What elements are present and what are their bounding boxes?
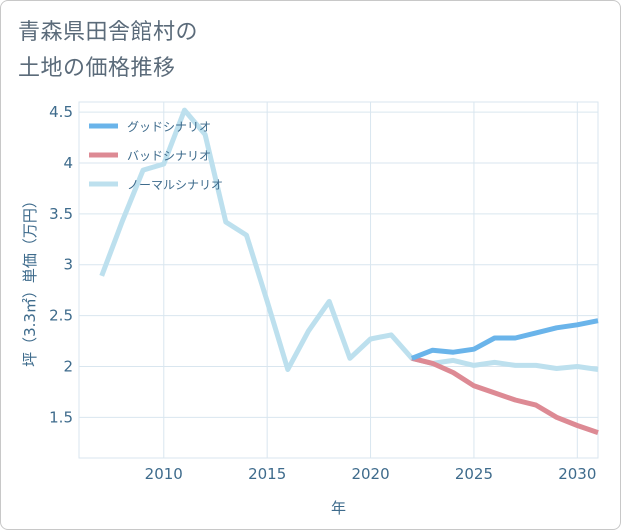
x-tick-label: 2015 — [248, 465, 286, 483]
legend-item-bad-label: バッドシナリオ — [127, 149, 211, 163]
x-tick-label: 2025 — [455, 465, 493, 483]
plot-area-border — [78, 101, 599, 459]
normal-scenario-line — [99, 107, 599, 372]
chart-title-line-2: 土地の価格推移 — [18, 56, 176, 81]
legend-item-good-label: グッドシナリオ — [127, 120, 211, 134]
series-lines — [99, 107, 599, 435]
y-tick-label: 4.5 — [49, 103, 73, 121]
y-axis-label: 坪（3.3㎡）単価（万円） — [21, 193, 39, 367]
x-tick-label: 2020 — [351, 465, 389, 483]
y-tick-label: 4 — [63, 154, 73, 172]
chart-title: 青森県田舎館村の 土地の価格推移 — [18, 15, 198, 87]
y-tick-label: 1.5 — [49, 408, 73, 426]
y-tick-label: 2 — [63, 357, 73, 375]
chart-title-line-1: 青森県田舎館村の — [18, 20, 199, 45]
y-tick-label: 2.5 — [49, 307, 73, 325]
legend-item-normal-label: ノーマルシナリオ — [127, 178, 223, 192]
x-axis-label: 年 — [331, 499, 346, 517]
axis-ticks: 2010 2015 2020 2025 2030 1.5 2 2.5 3 3.5 4 4.5 — [49, 103, 596, 483]
good-scenario-line — [410, 318, 599, 361]
bad-scenario-line — [411, 355, 599, 435]
y-tick-label: 3.5 — [49, 205, 73, 223]
y-tick-label: 3 — [63, 256, 73, 274]
x-tick-label: 2010 — [145, 465, 183, 483]
x-tick-label: 2030 — [558, 465, 596, 483]
